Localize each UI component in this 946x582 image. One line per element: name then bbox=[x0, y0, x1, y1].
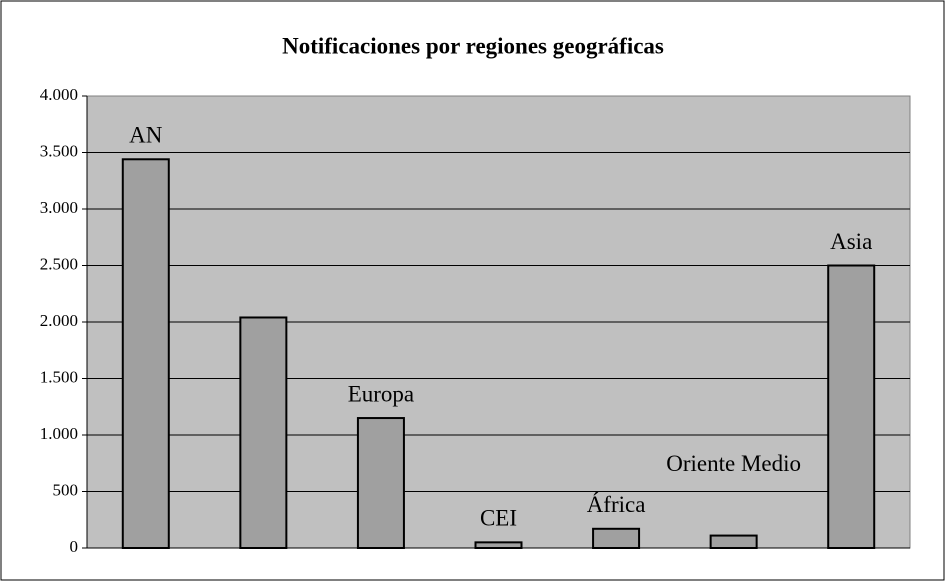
y-tick-label: 0 bbox=[70, 537, 79, 556]
category-label: Europa bbox=[348, 381, 414, 406]
y-tick-label: 1.000 bbox=[40, 424, 78, 443]
bar bbox=[592, 527, 641, 549]
y-tick-label: 3.500 bbox=[40, 141, 78, 160]
category-label: Oriente Medio bbox=[666, 451, 801, 476]
category-label: AN bbox=[129, 123, 163, 148]
bar bbox=[239, 316, 288, 550]
bar bbox=[474, 541, 523, 549]
chart-title: Notificaciones por regiones geográficas bbox=[282, 33, 664, 58]
bar bbox=[827, 264, 876, 549]
category-label: CEI bbox=[480, 506, 517, 531]
y-tick-label: 2.000 bbox=[40, 311, 78, 330]
y-tick-label: 500 bbox=[53, 480, 79, 499]
y-tick-label: 1.500 bbox=[40, 367, 78, 386]
y-tick-label: 3.000 bbox=[40, 198, 78, 217]
bar bbox=[356, 417, 405, 549]
category-label: África bbox=[587, 492, 646, 517]
bar bbox=[709, 534, 758, 550]
category-label: Asia bbox=[830, 229, 872, 254]
bar bbox=[121, 158, 170, 549]
y-tick-label: 2.500 bbox=[40, 254, 78, 273]
y-tick-label: 4.000 bbox=[40, 85, 78, 104]
